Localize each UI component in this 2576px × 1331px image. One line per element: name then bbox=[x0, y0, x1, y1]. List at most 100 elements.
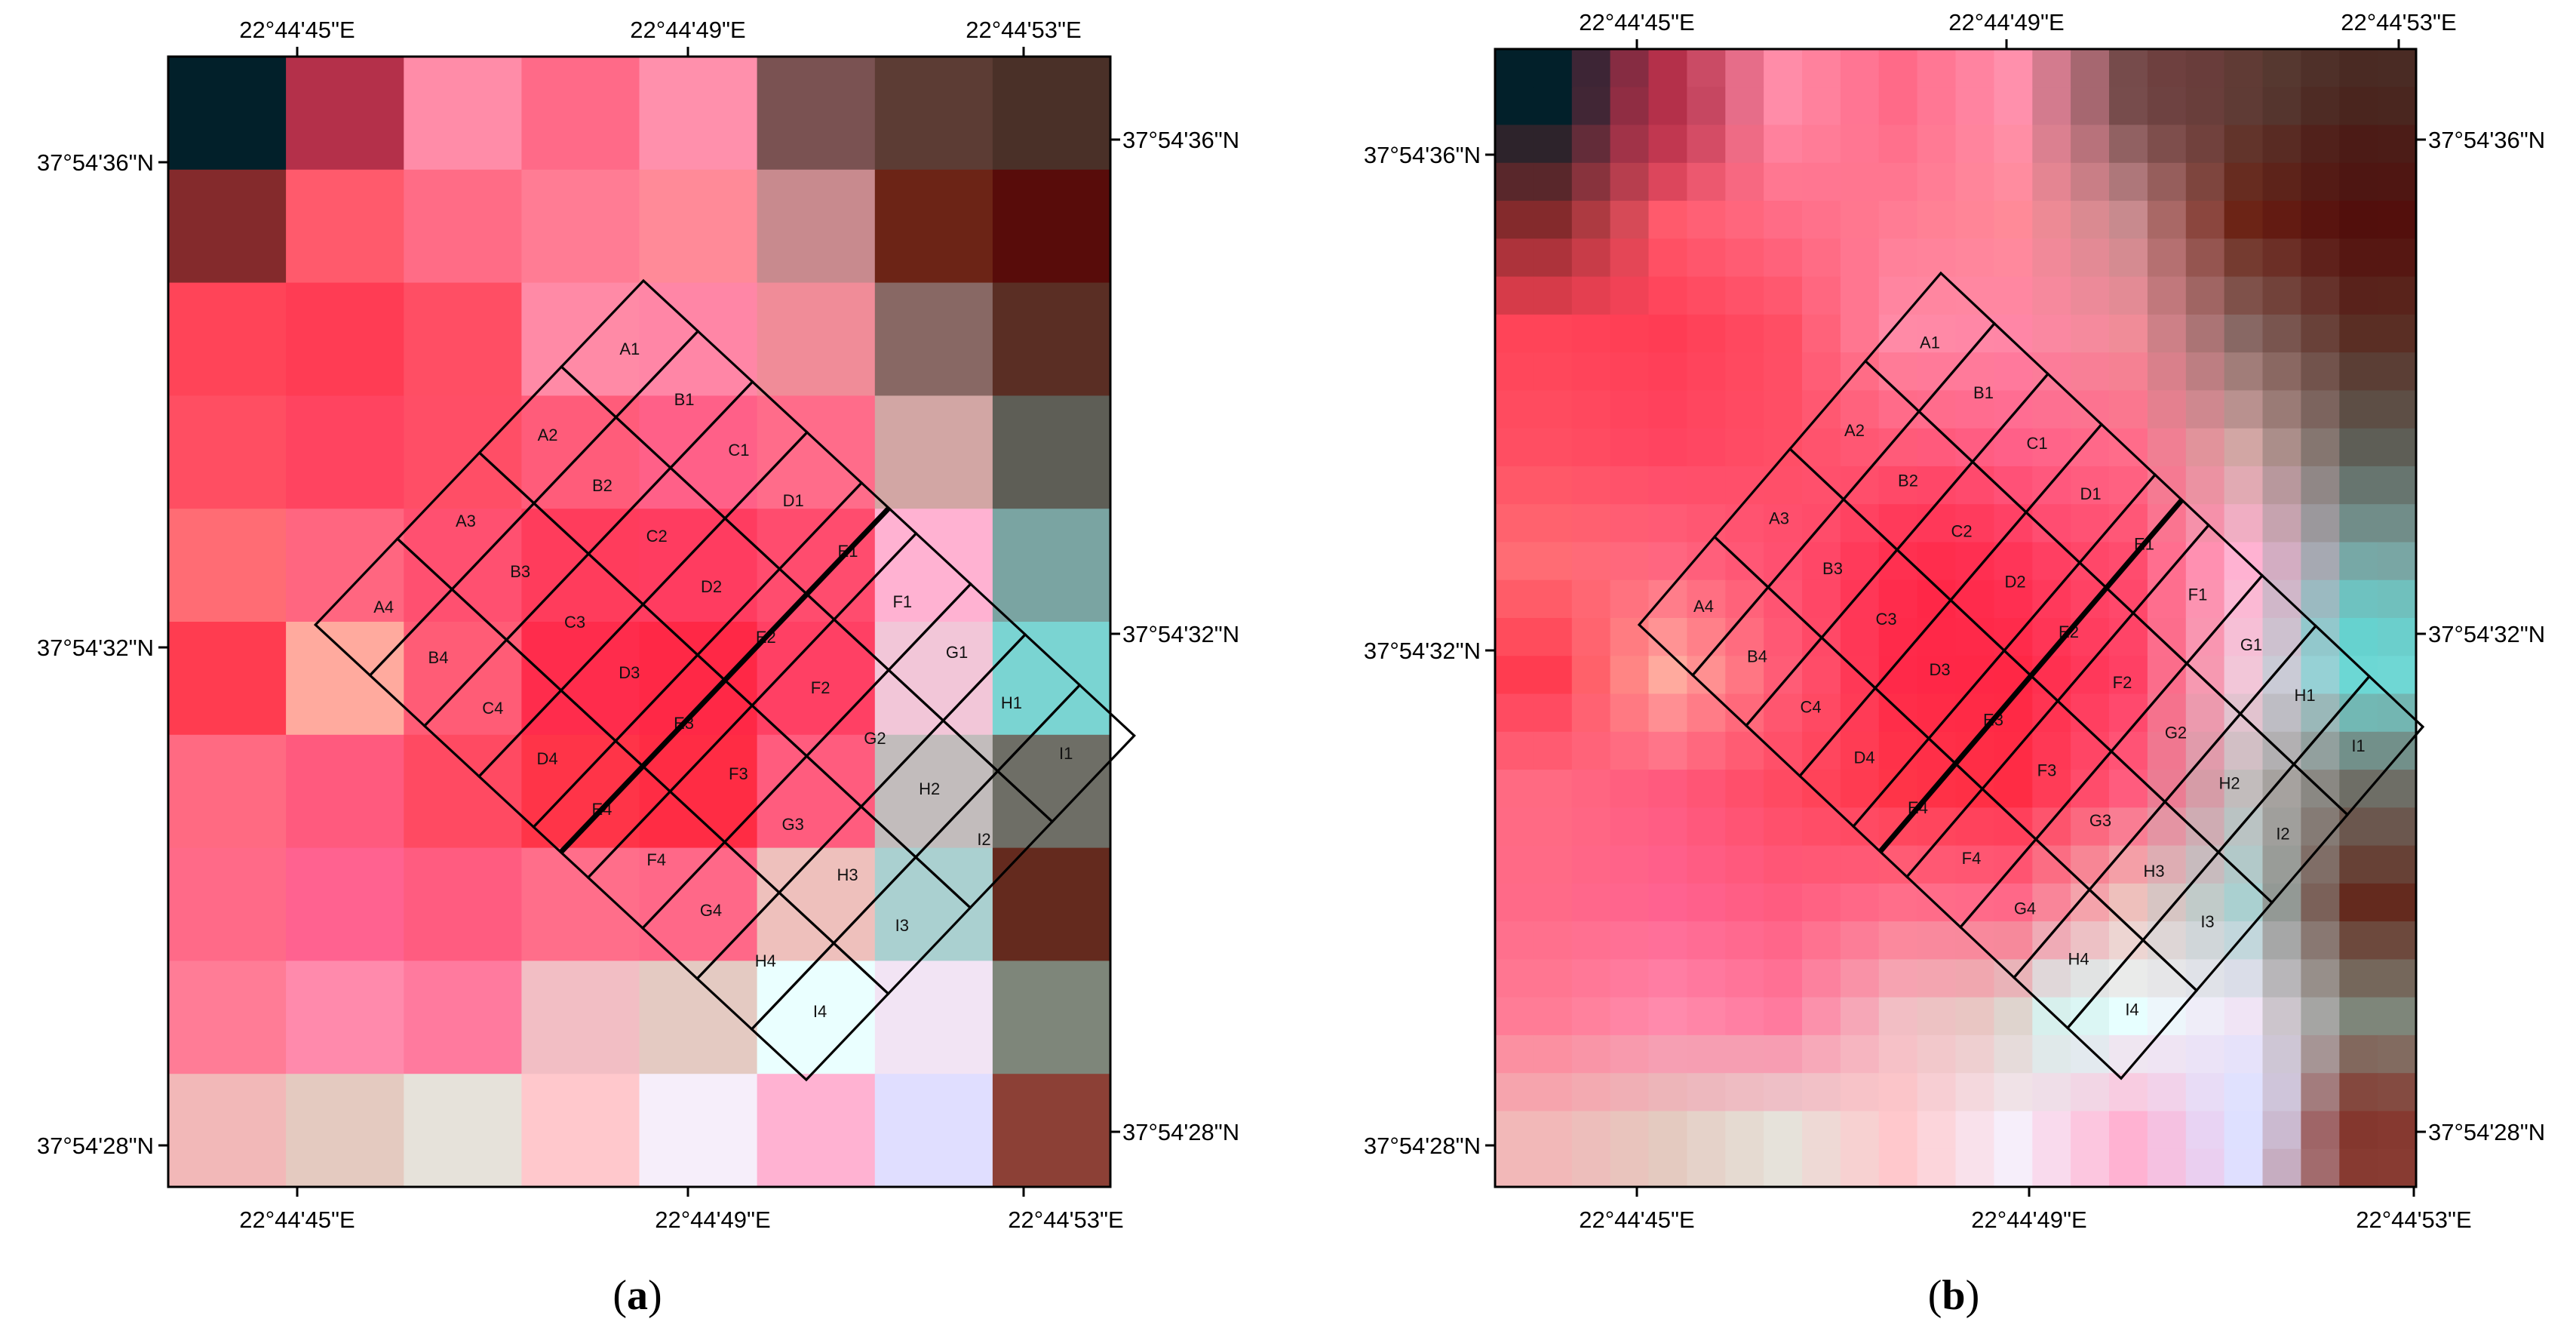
raster-b-pixel bbox=[1725, 504, 1764, 543]
raster-b-pixel bbox=[1840, 49, 1880, 88]
raster-b-pixel bbox=[1878, 883, 1918, 922]
raster-b-pixel bbox=[1994, 1148, 2033, 1188]
raster-b-pixel bbox=[1878, 731, 1918, 770]
raster-b-pixel bbox=[2378, 352, 2417, 391]
raster-b-pixel bbox=[1610, 87, 1650, 126]
raster-b-pixel bbox=[2071, 921, 2110, 960]
raster-b-pixel bbox=[1610, 845, 1650, 884]
raster-b-pixel bbox=[2224, 1034, 2264, 1074]
raster-b-pixel bbox=[1878, 390, 1918, 429]
panel-a-top-lon-label: 22°44'53"E bbox=[966, 17, 1081, 43]
panel-b-top-lon-label: 22°44'45"E bbox=[1579, 9, 1694, 35]
raster-a-pixel bbox=[521, 395, 640, 509]
raster-b-pixel bbox=[1687, 390, 1726, 429]
raster-b-pixel bbox=[1533, 959, 1573, 998]
raster-b-pixel bbox=[1917, 428, 1957, 467]
raster-b-pixel bbox=[1687, 997, 1726, 1036]
raster-b-pixel bbox=[1687, 959, 1726, 998]
raster-a-pixel bbox=[404, 1074, 522, 1188]
raster-b-pixel bbox=[2032, 997, 2071, 1036]
raster-b-pixel bbox=[1764, 618, 1803, 656]
raster-b-pixel bbox=[1917, 731, 1957, 770]
raster-b-pixel bbox=[2262, 1111, 2301, 1150]
raster-b-pixel bbox=[2147, 883, 2187, 922]
raster-b-pixel bbox=[1764, 504, 1803, 543]
raster-b-pixel bbox=[2301, 997, 2340, 1036]
raster-b-pixel bbox=[1878, 1111, 1918, 1150]
raster-a-pixel bbox=[874, 169, 993, 284]
raster-a-pixel bbox=[757, 734, 876, 849]
raster-b-pixel bbox=[1648, 124, 1687, 164]
plot-label: F4 bbox=[1962, 849, 1982, 868]
raster-b-pixel bbox=[1917, 390, 1957, 429]
raster-b-pixel bbox=[1994, 390, 2033, 429]
raster-b-pixel bbox=[2224, 276, 2264, 315]
panel-a-caption: (a) bbox=[613, 1272, 662, 1319]
raster-b-pixel bbox=[2339, 201, 2378, 239]
raster-b-pixel bbox=[2224, 845, 2264, 884]
raster-b-pixel bbox=[1764, 124, 1803, 164]
raster-b-pixel bbox=[1994, 124, 2033, 164]
raster-b-pixel bbox=[1687, 921, 1726, 960]
raster-b-pixel bbox=[1878, 618, 1918, 656]
raster-b-pixel bbox=[2109, 276, 2148, 315]
raster-b-pixel bbox=[2339, 390, 2378, 429]
raster-b-pixel bbox=[1495, 238, 1534, 278]
raster-b-pixel bbox=[1610, 504, 1650, 543]
raster-b-pixel bbox=[1955, 656, 1994, 695]
raster-b-pixel bbox=[1610, 1111, 1650, 1150]
raster-b-pixel bbox=[2378, 276, 2417, 315]
panel-b: A1A2A3A4B1B2B3B4C1C2C3C4D1D2D3D4E1E2E3E4… bbox=[1364, 9, 2545, 1319]
raster-b-pixel bbox=[2301, 579, 2340, 619]
plot-label: I1 bbox=[2351, 736, 2365, 755]
raster-b-pixel bbox=[1764, 731, 1803, 770]
raster-b-pixel bbox=[2301, 238, 2340, 278]
raster-b-pixel bbox=[2032, 807, 2071, 847]
panel-a-left-lat-label: 37°54'36"N bbox=[37, 149, 154, 176]
raster-a-pixel bbox=[168, 395, 287, 509]
panel-a-top-lon-label: 22°44'49"E bbox=[630, 17, 745, 43]
raster-a-pixel bbox=[404, 395, 522, 509]
raster-b-pixel bbox=[1955, 542, 1994, 581]
raster-b-pixel bbox=[1764, 87, 1803, 126]
raster-b-pixel bbox=[1533, 845, 1573, 884]
raster-b-pixel bbox=[2185, 390, 2225, 429]
raster-a-pixel bbox=[992, 622, 1111, 736]
raster-b-pixel bbox=[1648, 883, 1687, 922]
raster-b-pixel bbox=[1610, 1073, 1650, 1112]
raster-b-pixel bbox=[1955, 504, 1994, 543]
raster-b-pixel bbox=[2339, 959, 2378, 998]
panel-a-right-lat-label: 37°54'36"N bbox=[1122, 127, 1239, 153]
raster-b-pixel bbox=[1571, 49, 1611, 88]
raster-b-pixel bbox=[1994, 807, 2033, 847]
raster-b-pixel bbox=[1648, 770, 1687, 808]
raster-b-pixel bbox=[2301, 1034, 2340, 1074]
raster-a-pixel bbox=[521, 57, 640, 171]
panel-b-top-lon-label: 22°44'49"E bbox=[1948, 9, 2064, 35]
raster-b-pixel bbox=[1878, 314, 1918, 353]
plot-label: D3 bbox=[619, 663, 640, 682]
raster-b-pixel bbox=[1878, 162, 1918, 201]
raster-b-pixel bbox=[2301, 959, 2340, 998]
raster-a-pixel bbox=[639, 622, 758, 736]
raster-b-pixel bbox=[1610, 352, 1650, 391]
raster-a-pixel bbox=[404, 847, 522, 961]
raster-b-pixel bbox=[1955, 1034, 1994, 1074]
raster-b-pixel bbox=[2224, 504, 2264, 543]
raster-b-pixel bbox=[1533, 87, 1573, 126]
raster-b-pixel bbox=[2262, 162, 2301, 201]
raster-b-pixel bbox=[2262, 390, 2301, 429]
raster-b-pixel bbox=[2378, 1148, 2417, 1188]
plot-label: C2 bbox=[1951, 522, 1972, 541]
raster-b-pixel bbox=[2262, 997, 2301, 1036]
raster-b-pixel bbox=[1571, 618, 1611, 656]
raster-b-pixel bbox=[2378, 1111, 2417, 1150]
raster-b-pixel bbox=[2147, 845, 2187, 884]
raster-b-pixel bbox=[1802, 656, 1841, 695]
raster-b-pixel bbox=[1495, 162, 1534, 201]
raster-b-pixel bbox=[1533, 1073, 1573, 1112]
raster-b-pixel bbox=[2185, 49, 2225, 88]
raster-b-pixel bbox=[1764, 352, 1803, 391]
raster-b-pixel bbox=[1610, 428, 1650, 467]
plot-label: I2 bbox=[977, 830, 990, 849]
